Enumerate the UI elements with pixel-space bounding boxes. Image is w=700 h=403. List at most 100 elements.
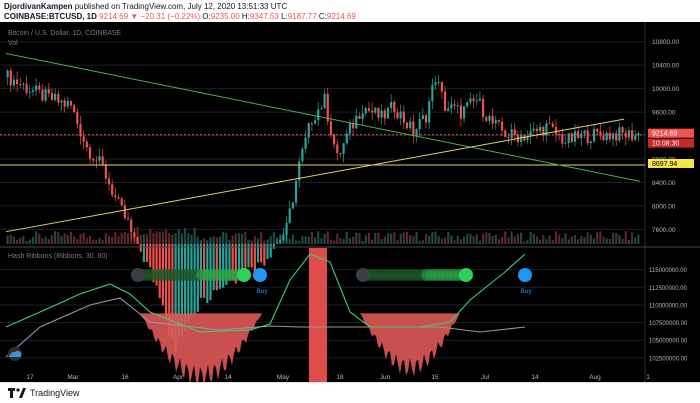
close-value: 9214.69 [326,12,356,21]
volume-bar [580,235,583,244]
volume-bar [250,240,253,244]
candle-body [469,98,472,103]
candle-body [171,244,174,339]
volume-bar [437,235,440,244]
candle-body [570,133,573,142]
candle-body [57,93,60,103]
volume-bar [104,232,107,244]
tradingview-brand[interactable]: TradingView [30,388,80,398]
indicator-axis[interactable]: 115000000.00 112500000.00 110000000.00 1075… [649,268,688,362]
volume-bar [374,232,377,244]
volume-bar [161,231,164,244]
volume-bar [599,231,602,244]
volume-bar [424,233,428,244]
volume-bar [177,229,180,244]
candle-body [6,70,9,77]
volume-bar [630,232,634,244]
candle-body [386,108,390,119]
candle-body [526,136,529,141]
candle-body [323,93,326,109]
volume-bar [627,239,630,244]
candle-body [418,119,421,130]
candle-body [592,128,596,142]
time-tick-label: Aug [589,374,601,381]
time-tick-label: 14 [531,374,539,381]
candle-body [459,105,462,119]
chart-background [0,22,700,382]
volume-bar [215,237,218,244]
candle-body [41,89,44,101]
volume-bar [50,235,54,244]
volume-bar [180,233,184,244]
candle-body [279,240,282,243]
volume-bar [117,236,120,244]
volume-bar [421,240,424,244]
volume-bar [390,233,393,244]
hash-ribbons-pane: Buy Buy [5,248,532,382]
candle-body [504,130,507,137]
ribbon-end-dot [459,268,473,282]
buy-signal-dot [253,268,267,282]
volume-bar [361,240,364,244]
trendlines[interactable] [5,52,641,233]
volume-bar [9,234,12,244]
publish-line: DjordivanKampen published on TradingView… [4,2,287,11]
candle-body [348,122,352,134]
candle-body [561,134,564,144]
candle-body [222,244,225,288]
volume-bar [393,232,396,244]
indicator-toggle[interactable] [8,347,22,361]
price-tick-label: 10000.00 [652,86,679,93]
low-label: L: [281,12,288,21]
volume-bar [272,232,275,244]
candle-body [618,127,621,141]
volume-bar [450,235,453,244]
candle-body [310,123,313,124]
candle-body [25,83,28,93]
time-axis[interactable]: 17 Mar 16 Apr 14 May 18 Jun 15 Jul 14 Aug 1 [26,374,650,381]
volume-bar [358,233,361,244]
volume-bar [339,237,342,244]
candle-body [520,135,523,142]
candle-body [269,244,272,258]
volume-bar [12,236,16,244]
volume-bar [605,238,608,244]
candle-body [501,121,504,131]
volume-bar [586,232,589,244]
candle-body [180,244,184,336]
candle-body [602,135,605,141]
author-name[interactable]: DjordivanKampen [4,2,73,11]
volume-bar [624,231,627,244]
volume-bar [510,231,513,244]
candle-body [12,79,16,86]
ribbon-end-dot [237,268,251,282]
candle-body [573,131,577,142]
volume-bar [241,233,244,244]
volume-bar [596,232,599,244]
candle-body [361,113,364,119]
volume-bar [355,232,358,244]
candle-body [390,101,393,109]
candle-body [111,184,114,196]
ribbon-start-dot [131,268,145,282]
candle-body [535,128,539,132]
time-tick-label: 18 [336,374,344,381]
time-tick-label: 15 [431,374,439,381]
candle-body [510,129,513,139]
volume-bar [22,236,25,244]
volume-bar [367,232,371,244]
volume-bar [101,239,104,244]
candle-body [19,84,22,85]
indicator-title: Hash Ribbons (Ribbons, 30, 60) [8,253,108,260]
chart-canvas[interactable]: Buy Buy 10800.00 10400.00 10000.00 9600.00 92… [0,22,700,382]
volume-bar [301,236,304,244]
candle-body [453,104,456,106]
high-label: H: [241,12,250,21]
volume-bar [497,239,501,244]
candle-body [558,134,561,135]
volume-bar [459,239,462,244]
volume-bar [126,233,130,244]
candle-body [339,152,342,155]
candle-body [488,115,491,121]
volume-bar [516,233,520,244]
